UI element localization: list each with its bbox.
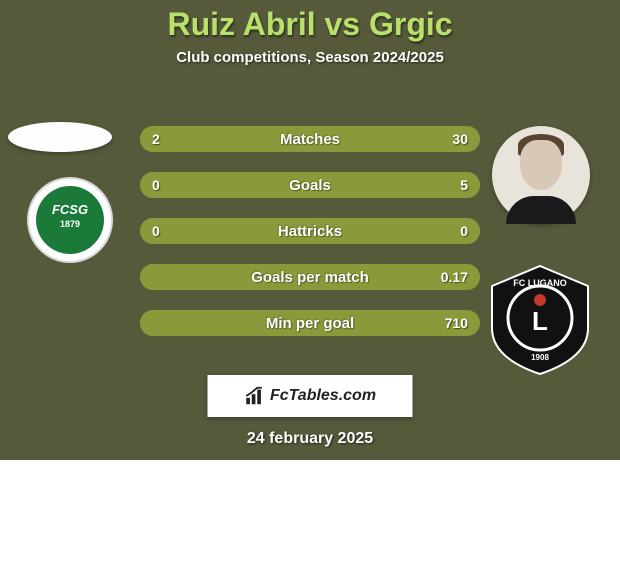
avatar-body — [506, 196, 576, 224]
stat-row: 0 Goals 5 — [140, 172, 480, 198]
stat-value-right: 30 — [452, 131, 468, 147]
stat-value-left: 0 — [152, 177, 160, 193]
svg-text:ST. GALLEN: ST. GALLEN — [50, 243, 91, 250]
stat-value-left: 0 — [152, 223, 160, 239]
stat-row: Min per goal 710 — [140, 310, 480, 336]
stat-row: 2 Matches 30 — [140, 126, 480, 152]
svg-text:1908: 1908 — [531, 353, 549, 362]
date-text: 24 february 2025 — [0, 430, 620, 448]
svg-text:FCSG: FCSG — [52, 202, 88, 217]
stat-bars: 2 Matches 30 0 Goals 5 0 Hattricks 0 Goals per ma… — [140, 126, 480, 356]
stat-label: Hattricks — [278, 223, 342, 240]
comparison-card: Ruiz Abril vs Grgic Club competitions, S… — [0, 0, 620, 460]
subtitle: Club competitions, Season 2024/2025 — [0, 49, 620, 66]
stat-value-right: 710 — [445, 315, 468, 331]
player-left-avatar — [8, 122, 112, 152]
stat-row: 0 Hattricks 0 — [140, 218, 480, 244]
svg-text:FC LUGANO: FC LUGANO — [513, 278, 567, 288]
stat-value-left: 2 — [152, 131, 160, 147]
stat-value-right: 0 — [460, 223, 468, 239]
page-title: Ruiz Abril vs Grgic — [0, 0, 620, 43]
stat-label: Goals per match — [251, 269, 369, 286]
svg-text:L: L — [532, 306, 548, 336]
club-crest-left: FCSG 1879 ST. GALLEN — [20, 170, 120, 270]
stat-value-right: 0.17 — [441, 269, 468, 285]
below-whitespace — [0, 460, 620, 580]
player-right-avatar — [492, 126, 590, 224]
stat-value-right: 5 — [460, 177, 468, 193]
svg-text:1879: 1879 — [60, 219, 80, 229]
club-crest-right: FC LUGANO L 1908 — [480, 258, 600, 378]
stat-row: Goals per match 0.17 — [140, 264, 480, 290]
chart-icon — [244, 385, 266, 407]
brand-text: FcTables.com — [270, 387, 376, 405]
avatar-face — [520, 140, 562, 190]
brand-footer: FcTables.com — [208, 375, 413, 417]
stat-label: Goals — [289, 177, 331, 194]
stat-label: Min per goal — [266, 315, 354, 332]
stat-label: Matches — [280, 131, 340, 148]
